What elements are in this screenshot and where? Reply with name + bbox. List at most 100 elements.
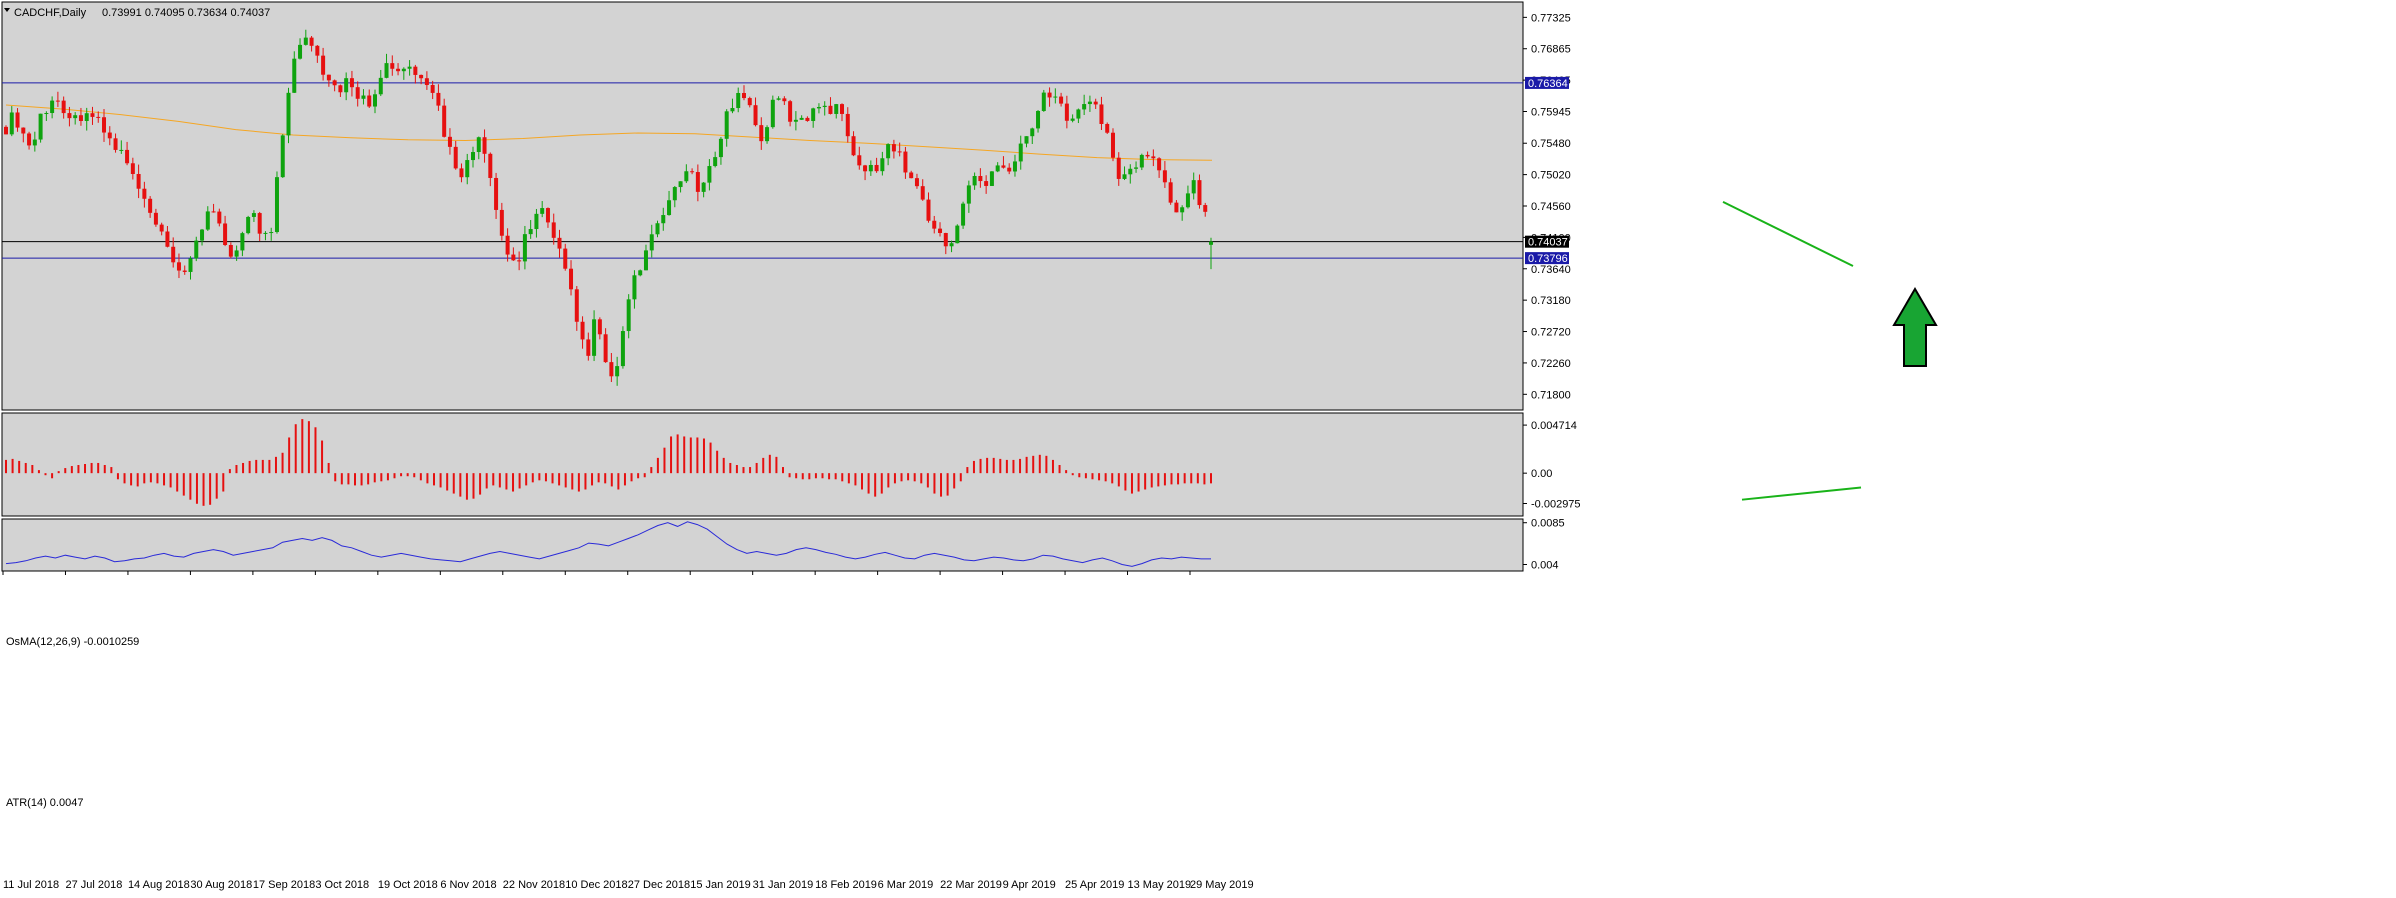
candle-body [632,275,637,300]
candle-body [626,299,631,332]
candle-body [914,178,919,187]
candle-body [338,85,343,93]
candle-body [1197,180,1202,206]
price-tag-box [1525,235,1569,248]
candle-body [188,258,193,272]
y-tick-label: 0.72720 [1531,327,1571,339]
price-trendline[interactable] [1722,201,1854,267]
candle-body [747,98,752,106]
candle-body [1099,104,1104,124]
x-tick-label: 27 Dec 2018 [628,879,690,891]
chart-ohlc: 0.73991 0.74095 0.73634 0.74037 [102,7,270,19]
x-tick-label: 14 Aug 2018 [128,879,190,891]
candle-body [978,176,983,182]
candle-body [788,101,793,122]
candle-body [205,211,210,230]
candle-body [332,80,337,86]
candle-body [1030,128,1035,137]
candle-body [528,229,533,235]
y-tick-label: 0.76865 [1531,44,1571,56]
candle-body [805,117,810,121]
candle-body [966,185,971,204]
candle-body [615,366,620,377]
up-arrow-icon[interactable] [1892,287,1938,367]
y-tick-label: 0.75480 [1531,138,1571,150]
x-tick-label: 29 May 2019 [1190,879,1254,891]
candle-body [321,55,326,75]
atr-tick-label: 0.0085 [1531,518,1565,530]
candle-body [1053,96,1058,98]
candle-body [67,113,72,119]
candle-body [90,113,95,117]
candle-body [292,58,297,93]
candle-body [367,95,372,107]
collapse-triangle-icon[interactable] [4,8,10,12]
osma-tick-label: 0.00 [1531,468,1552,480]
candle-body [943,232,948,247]
horizontal-lines [2,82,1523,259]
candle-body [1185,193,1190,208]
candle-body [1174,202,1179,213]
candle-body [1116,157,1121,179]
candle-body [38,113,43,140]
candle-body [505,235,510,255]
x-tick-label: 31 Jan 2019 [753,879,814,891]
osma-tick-label: 0.004714 [1531,420,1577,432]
candle-body [447,136,452,147]
candle-body [1018,143,1023,162]
candle-body [298,44,303,59]
candle-body [200,229,205,241]
candle-body [557,237,562,249]
candle-body [1139,154,1144,168]
candle-body [713,157,718,167]
x-tick-label: 27 Jul 2018 [65,879,122,891]
x-tick-label: 6 Nov 2018 [440,879,496,891]
candle-body [401,68,406,72]
candle-body [690,171,695,173]
candle-body [1209,241,1213,245]
candle-body [1036,110,1041,129]
candle-body [390,63,395,69]
candle-body [251,213,256,217]
candle-body [476,137,481,153]
price-tag: 0.76364 [1528,78,1568,90]
candle-body [961,203,966,226]
candle-body [1012,161,1017,172]
candle-body [511,254,516,261]
candle-body [246,216,251,234]
candle-body [436,92,441,106]
candle-body [638,270,643,276]
candle-body [1041,92,1046,111]
candle-body [684,171,689,182]
candle-body [643,250,648,271]
candle-body [73,115,78,119]
candle-body [153,212,158,225]
candle-body [407,66,412,69]
osma-title: OsMA(12,26,9) -0.0010259 [6,636,139,648]
candle-body [857,155,862,166]
candle-body [142,188,147,199]
x-tick-label: 22 Nov 2018 [503,879,565,891]
candle-body [1082,104,1087,110]
candle-body [223,223,228,246]
candle-body [574,289,579,322]
candle-body [430,85,435,93]
osma-trendline[interactable] [1741,486,1862,501]
candle-body [955,225,960,244]
candle-body [753,105,758,126]
chart-symbol: CADCHF,Daily [14,7,87,19]
candle-body [1059,96,1064,104]
candle-body [240,233,245,251]
candle-body [349,78,354,88]
candle-body [27,133,32,146]
candle-body [551,222,556,238]
candle-body [494,177,499,210]
candle-body [903,151,908,173]
candle-body [695,172,700,192]
candle-body [597,319,602,335]
candle-body [119,149,124,151]
price-tag: 0.74037 [1528,237,1568,249]
candle-body [61,100,66,114]
candles [4,29,1213,386]
